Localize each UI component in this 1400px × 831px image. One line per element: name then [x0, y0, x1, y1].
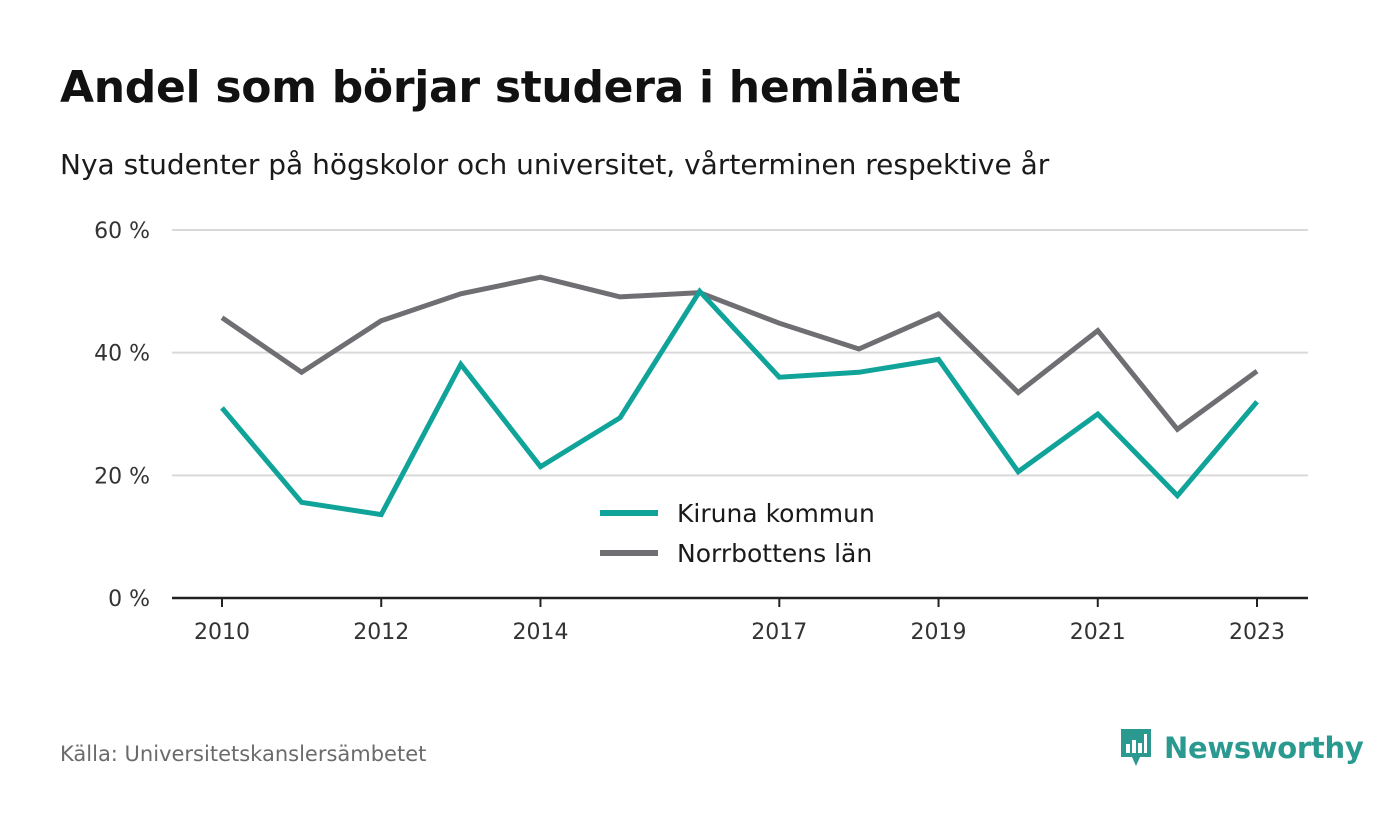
chart-subtitle: Nya studenter på högskolor och universit… [60, 148, 1050, 181]
brand-name: Newsworthy [1164, 731, 1364, 765]
axis-layer: 0 % 20 % 40 % 60 % 2010 2012 2014 2017 2019 2021 2… [94, 219, 1308, 645]
series-line-norrbottens-lan [220, 274, 1259, 433]
x-tick-label: 2021 [1070, 620, 1126, 645]
series-layer [220, 274, 1259, 518]
y-tick-label: 0 % [108, 587, 150, 612]
x-tick-label: 2010 [194, 620, 250, 645]
line-chart: 0 % 20 % 40 % 60 % 2010 2012 2014 2017 2019 2021 2… [94, 219, 1308, 645]
legend: Kiruna kommun Norrbottens län [600, 499, 875, 568]
x-tick-label: 2017 [751, 620, 807, 645]
legend-label: Kiruna kommun [677, 499, 875, 528]
x-tick-label: 2019 [911, 620, 967, 645]
grid-layer [172, 229, 1308, 477]
source-note: Källa: Universitetskanslersämbetet [60, 742, 427, 766]
series-line-kiruna-kommun [220, 287, 1259, 518]
x-tick-label: 2014 [512, 620, 568, 645]
y-tick-label: 20 % [94, 464, 150, 489]
y-tick-label: 40 % [94, 342, 150, 367]
newsworthy-logo-icon [1121, 729, 1151, 766]
legend-label: Norrbottens län [677, 539, 872, 568]
y-tick-label: 60 % [94, 219, 150, 244]
chart-title: Andel som börjar studera i hemlänet [60, 62, 961, 113]
brand-logo: Newsworthy [1118, 726, 1364, 770]
x-tick-label: 2023 [1229, 620, 1285, 645]
x-tick-label: 2012 [353, 620, 409, 645]
